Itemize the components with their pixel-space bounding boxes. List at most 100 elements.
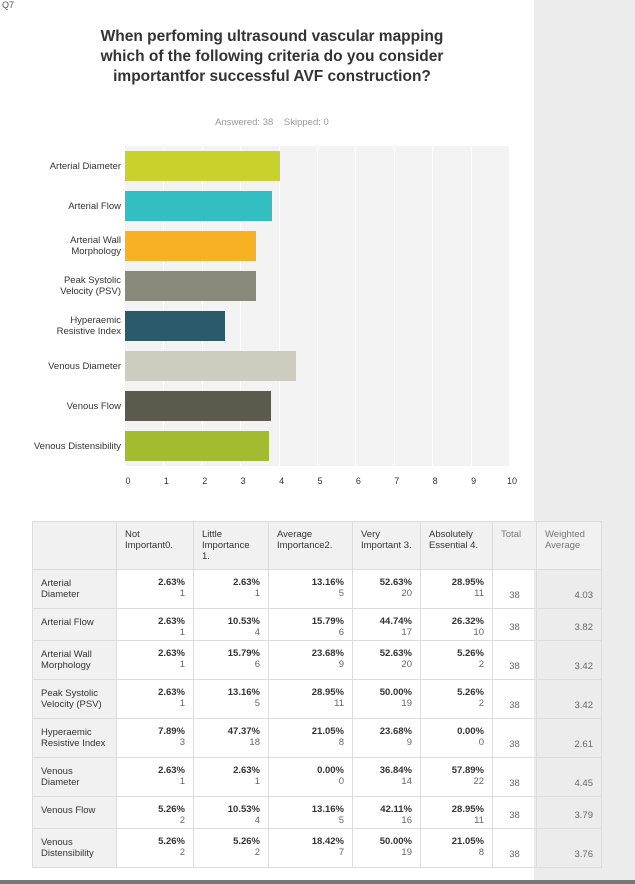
row-weighted-average: 3.82	[536, 608, 602, 641]
cell-count: 1	[254, 588, 260, 599]
x-tick-label: 2	[202, 476, 208, 486]
cell-percent: 52.63%	[379, 648, 412, 659]
table-cell: 5.26% 2	[116, 796, 194, 829]
table-cell: 23.68% 9	[352, 718, 421, 758]
table-cell: 5.26% 2	[420, 640, 493, 680]
x-tick-label: 10	[506, 476, 518, 486]
category-label: Venous Distensibility	[33, 440, 121, 452]
cell-count: 11	[474, 588, 484, 599]
table-row: Arterial Flow 2.63% 1 10.53% 4 15.79% 6 44.74% 1…	[32, 608, 602, 641]
cell-count: 4	[254, 627, 260, 638]
table-cell: 50.00% 19	[352, 679, 421, 719]
table-cell: 50.00% 19	[352, 828, 421, 868]
cell-percent: 5.26%	[158, 836, 185, 847]
cell-percent: 5.26%	[457, 648, 484, 659]
row-total: 38	[492, 608, 537, 641]
cell-count: 9	[338, 659, 344, 670]
table-cell: 28.95% 11	[268, 679, 353, 719]
x-tick-label: 3	[240, 476, 246, 486]
table-cell: 47.37% 18	[193, 718, 269, 758]
cell-percent: 2.63%	[233, 577, 260, 588]
column-header: Average Importance2.	[268, 521, 353, 570]
cell-percent: 7.89%	[158, 726, 185, 737]
cell-percent: 0.00%	[317, 765, 344, 776]
table-cell: 2.63% 1	[116, 640, 194, 680]
table-cell: 21.05% 8	[268, 718, 353, 758]
bar-6	[125, 391, 271, 421]
table-row: Arterial Wall Morphology 2.63% 1 15.79% 6 23.…	[32, 640, 602, 680]
row-total: 38	[492, 796, 537, 829]
bar-3	[125, 271, 256, 301]
table-row: Venous Distensibility 5.26% 2 5.26% 2 18.42% 7…	[32, 828, 602, 868]
cell-count: 22	[473, 776, 484, 787]
gridline	[432, 146, 433, 466]
row-weighted-average: 3.76	[536, 828, 602, 868]
cell-percent: 13.16%	[311, 577, 344, 588]
cell-percent: 5.26%	[158, 804, 185, 815]
column-header: Weighted Average	[536, 521, 602, 570]
table-cell: 10.53% 4	[193, 796, 269, 829]
table-cell: 2.63% 1	[116, 679, 194, 719]
cell-percent: 10.53%	[227, 804, 260, 815]
row-total: 38	[492, 757, 537, 797]
cell-count: 2	[254, 847, 260, 858]
row-label: Peak Systolic Velocity (PSV)	[32, 679, 117, 719]
gridline	[394, 146, 395, 466]
row-weighted-average: 2.61	[536, 718, 602, 758]
cell-count: 1	[254, 776, 260, 787]
cell-percent: 2.63%	[158, 577, 185, 588]
row-label: Venous Diameter	[32, 757, 117, 797]
table-cell: 2.63% 1	[116, 757, 194, 797]
row-weighted-average: 4.45	[536, 757, 602, 797]
table-row: Venous Flow 5.26% 2 10.53% 4 13.16% 5 42.11% 16 2…	[32, 796, 602, 829]
question-title: When perfoming ultrasound vascular mappi…	[100, 28, 444, 85]
x-tick-label: 6	[355, 476, 361, 486]
category-label: Hyperaemic Resistive Index	[56, 315, 121, 337]
cell-percent: 26.32%	[451, 616, 484, 627]
table-cell: 52.63% 20	[352, 569, 421, 609]
cell-count: 2	[179, 815, 185, 826]
table-cell: 2.63% 1	[193, 569, 269, 609]
table-cell: 2.63% 1	[193, 757, 269, 797]
table-corner	[32, 521, 117, 570]
bar-2	[125, 231, 256, 261]
cell-percent: 10.53%	[227, 616, 260, 627]
row-total: 38	[492, 828, 537, 868]
gridline	[355, 146, 356, 466]
cell-count: 20	[401, 659, 412, 670]
category-label: Venous Flow	[66, 400, 121, 412]
gridline	[471, 146, 472, 466]
cell-percent: 23.68%	[379, 726, 412, 737]
x-tick-label: 0	[125, 476, 131, 486]
gridline	[163, 146, 164, 466]
table-row: Peak Systolic Velocity (PSV) 2.63% 1 13.16%…	[32, 679, 602, 719]
category-label: Arterial Diameter	[49, 160, 121, 172]
row-total: 38	[492, 640, 537, 680]
cell-count: 0	[478, 737, 484, 748]
cell-percent: 21.05%	[311, 726, 344, 737]
cell-percent: 5.26%	[457, 687, 484, 698]
category-label: Venous Diameter	[48, 360, 121, 372]
cell-percent: 2.63%	[158, 687, 185, 698]
row-total: 38	[492, 569, 537, 609]
table-cell: 18.42% 7	[268, 828, 353, 868]
column-header: Total	[492, 521, 537, 570]
category-label: Arterial Flow	[68, 200, 121, 212]
column-header: Absolutely Essential 4.	[420, 521, 493, 570]
table-cell: 44.74% 17	[352, 608, 421, 641]
table-cell: 2.63% 1	[116, 608, 194, 641]
cell-percent: 57.89%	[451, 765, 484, 776]
cell-percent: 36.84%	[379, 765, 412, 776]
table-cell: 42.11% 16	[352, 796, 421, 829]
row-label: Hyperaemic Resistive Index	[32, 718, 117, 758]
cell-count: 3	[179, 737, 185, 748]
table-cell: 7.89% 3	[116, 718, 194, 758]
cell-count: 5	[254, 698, 260, 709]
table-row: Hyperaemic Resistive Index 7.89% 3 47.37% 18…	[32, 718, 602, 758]
column-header: Little Importance 1.	[193, 521, 269, 570]
x-tick-label: 7	[394, 476, 400, 486]
row-total: 38	[492, 679, 537, 719]
bar-7	[125, 431, 269, 461]
cell-count: 16	[401, 815, 412, 826]
cell-percent: 15.79%	[311, 616, 344, 627]
